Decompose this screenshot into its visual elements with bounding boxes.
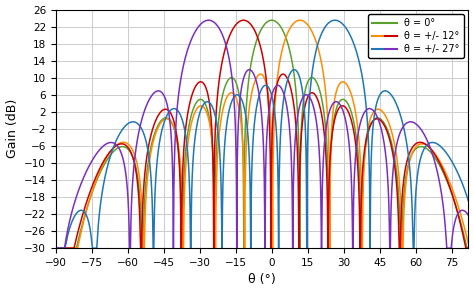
Y-axis label: Gain (dB): Gain (dB) bbox=[6, 99, 18, 159]
X-axis label: θ (°): θ (°) bbox=[248, 273, 276, 286]
Legend: θ = 0°, θ = +/- 12°, θ = +/- 27°: θ = 0°, θ = +/- 12°, θ = +/- 27° bbox=[368, 14, 464, 58]
